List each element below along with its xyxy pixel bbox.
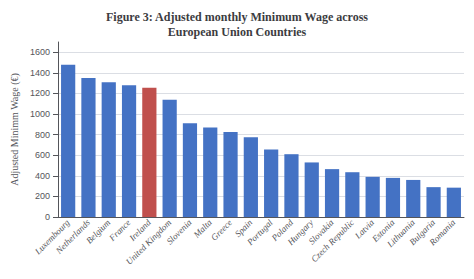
svg-text:0: 0	[45, 212, 50, 222]
svg-text:Portugal: Portugal	[244, 217, 275, 248]
svg-text:Latvia: Latvia	[352, 217, 377, 241]
svg-text:400: 400	[35, 171, 50, 181]
svg-text:Slovakia: Slovakia	[306, 217, 336, 247]
svg-text:Belgium: Belgium	[84, 217, 113, 246]
svg-text:France: France	[106, 217, 132, 243]
svg-text:Spain: Spain	[232, 217, 255, 239]
svg-text:Hungary: Hungary	[285, 217, 316, 248]
svg-text:1600: 1600	[30, 47, 50, 57]
svg-text:Bulgaria: Bulgaria	[407, 217, 438, 248]
svg-text:Adjusted Minimm Wage (€): Adjusted Minimm Wage (€)	[9, 73, 21, 186]
svg-text:Ireland: Ireland	[127, 217, 153, 243]
svg-text:600: 600	[35, 150, 50, 160]
svg-text:1200: 1200	[30, 88, 50, 98]
svg-text:800: 800	[35, 130, 50, 140]
svg-text:Czech Republic: Czech Republic	[309, 217, 356, 264]
svg-text:Romania: Romania	[427, 217, 458, 248]
svg-text:Figure 3: Adjusted monthly Min: Figure 3: Adjusted monthly Minimum Wage …	[106, 10, 368, 24]
svg-text:1000: 1000	[30, 109, 50, 119]
svg-text:Luxembourg: Luxembourg	[32, 217, 72, 257]
svg-text:Greece: Greece	[209, 217, 234, 242]
svg-text:Slovenia: Slovenia	[165, 217, 194, 246]
svg-text:United Kingdom: United Kingdom	[123, 217, 174, 267]
svg-text:Lithuania: Lithuania	[385, 217, 417, 250]
svg-text:European Union Countries: European Union Countries	[168, 25, 307, 39]
svg-text:Netherlands: Netherlands	[53, 217, 92, 256]
svg-text:1400: 1400	[30, 68, 50, 78]
svg-text:Estonia: Estonia	[370, 217, 397, 244]
svg-text:200: 200	[35, 191, 50, 201]
svg-text:Malta: Malta	[191, 217, 214, 240]
svg-text:Poland: Poland	[269, 217, 295, 243]
